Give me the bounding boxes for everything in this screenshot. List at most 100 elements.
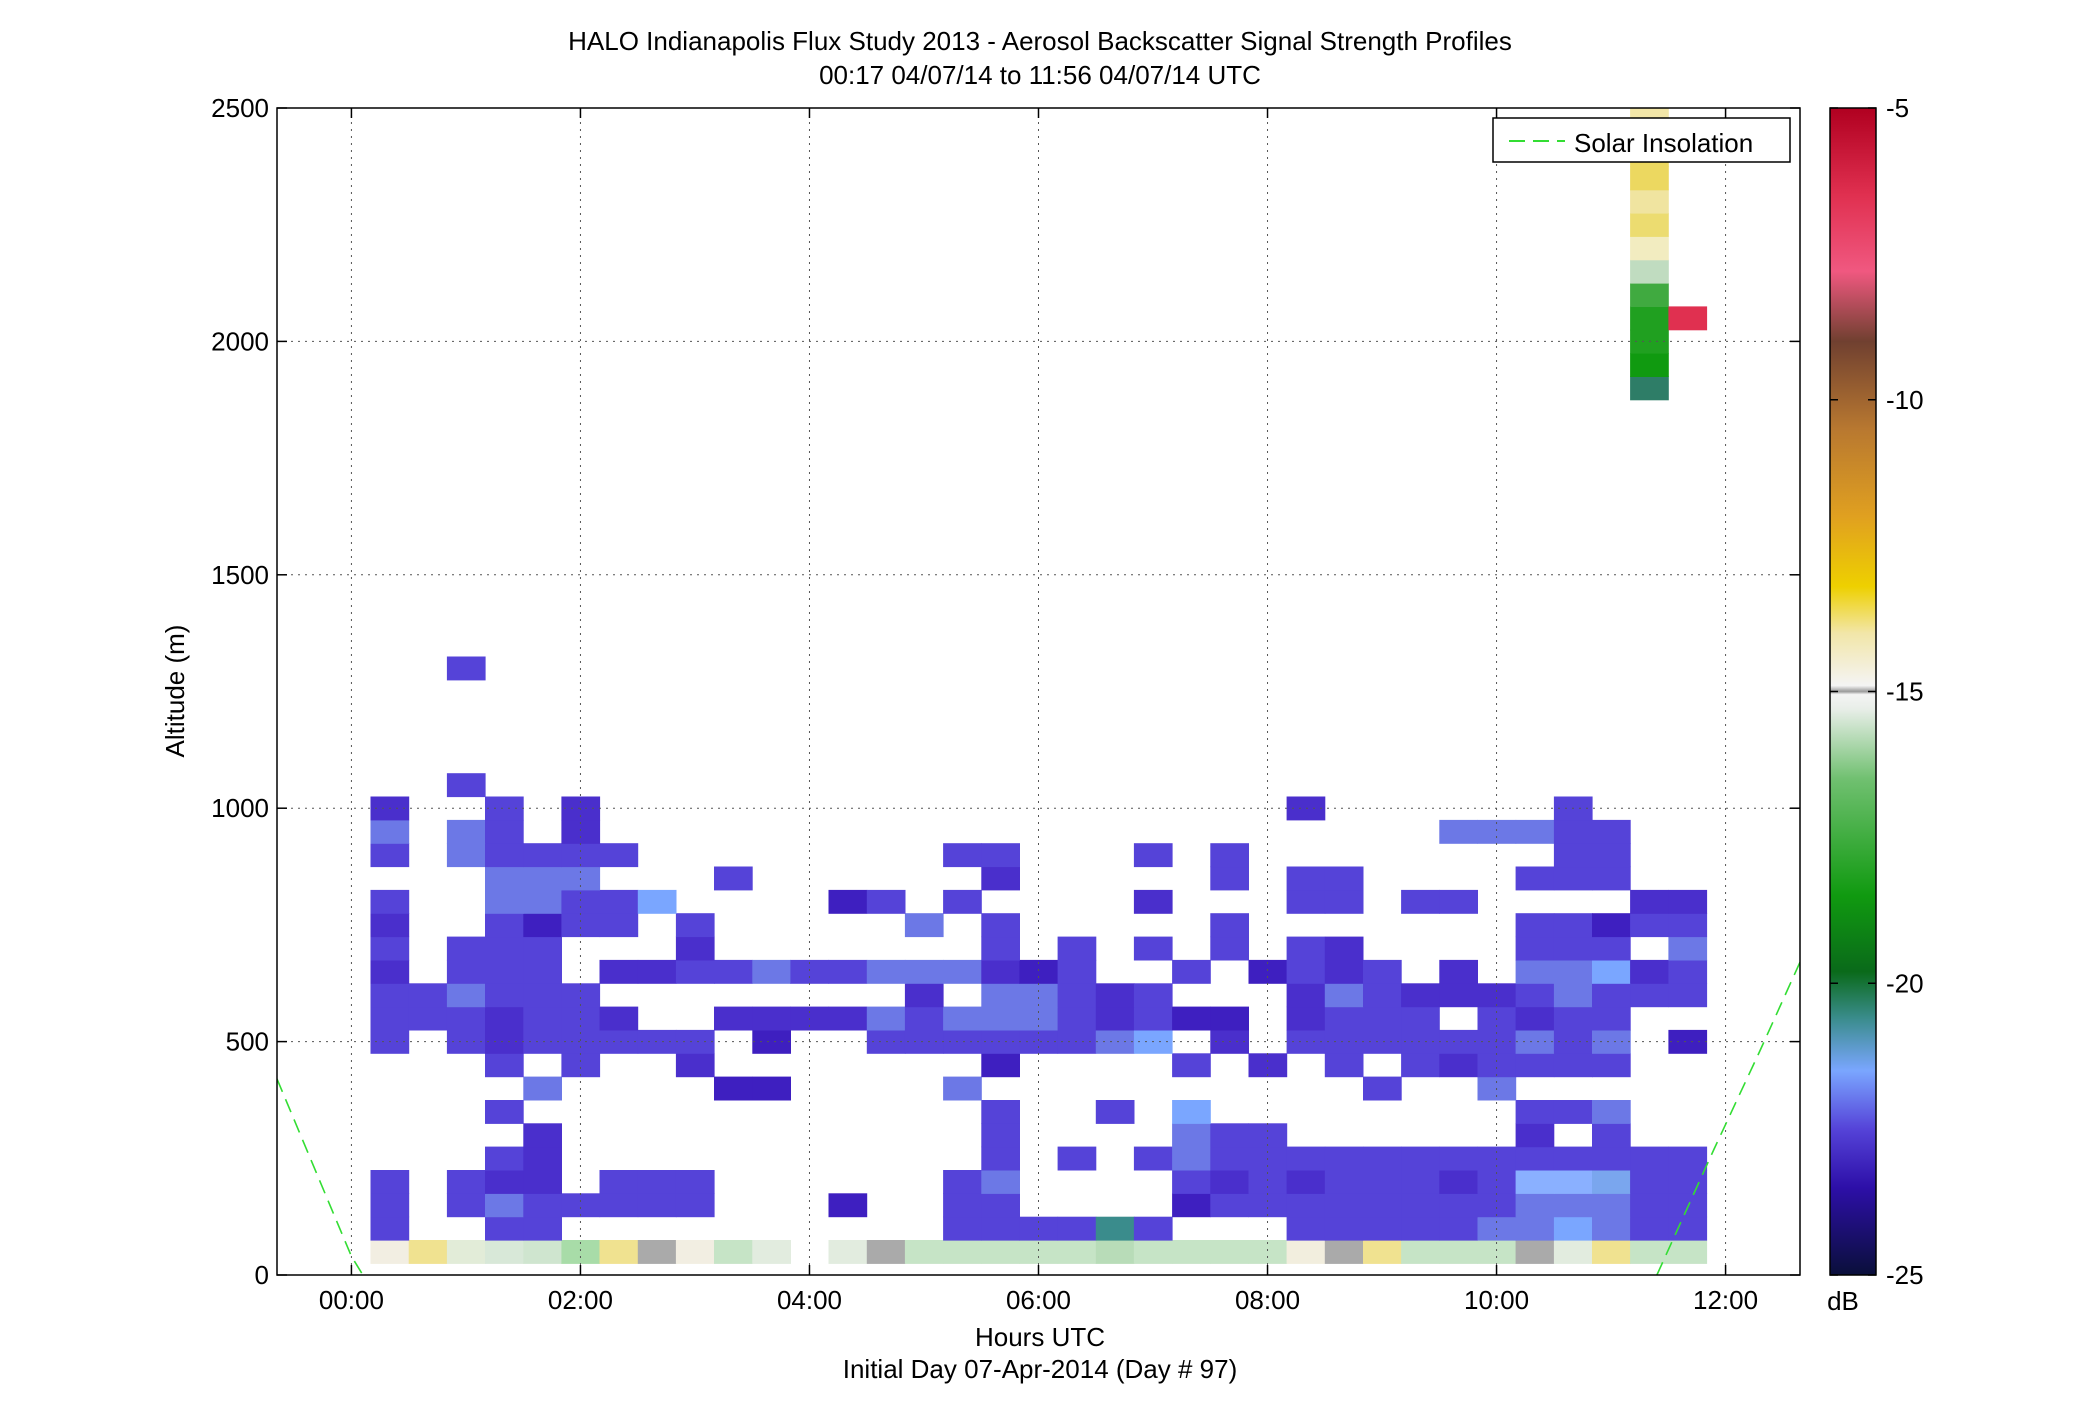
heatmap-cell <box>561 819 601 844</box>
heatmap-cell <box>446 1006 486 1031</box>
heatmap-cell <box>1324 1216 1364 1241</box>
heatmap-cell <box>1439 1029 1478 1054</box>
heatmap-cell <box>981 866 1020 891</box>
heatmap-cell <box>752 1076 791 1101</box>
heatmap-cell <box>1401 1216 1440 1241</box>
heatmap-cell <box>981 1029 1020 1054</box>
heatmap-cell <box>370 1170 410 1194</box>
heatmap-cell <box>981 1006 1020 1031</box>
heatmap-cell <box>370 983 410 1008</box>
heatmap-cell <box>828 959 868 984</box>
heatmap-cell <box>1324 959 1364 984</box>
heatmap-cell <box>1630 50 1669 74</box>
heatmap-cell <box>1668 306 1708 331</box>
heatmap-cell <box>1515 1006 1555 1031</box>
heatmap-cell <box>561 889 601 914</box>
heatmap-cell <box>1019 959 1059 984</box>
heatmap-cell <box>1630 73 1669 97</box>
heatmap-cell <box>370 843 410 868</box>
heatmap-cell <box>637 1029 677 1054</box>
heatmap-cell <box>1592 819 1631 844</box>
heatmap-cell <box>981 959 1020 984</box>
heatmap-cell <box>561 913 601 938</box>
heatmap-cell <box>523 1193 562 1218</box>
heatmap-cell <box>1095 1240 1135 1264</box>
heatmap-cell <box>1248 1193 1288 1218</box>
heatmap-cell <box>1592 1029 1631 1054</box>
heatmap-cell <box>1172 1123 1211 1148</box>
heatmap-cell <box>943 1170 982 1194</box>
heatmap-cell <box>1057 959 1097 984</box>
heatmap-cell <box>1515 1193 1555 1218</box>
heatmap-cell <box>523 983 562 1008</box>
heatmap-cell <box>981 936 1020 961</box>
heatmap-cell <box>637 889 677 914</box>
heatmap-cell <box>1210 1240 1249 1264</box>
heatmap-cell <box>485 1193 524 1218</box>
heatmap-cell <box>485 1053 524 1078</box>
heatmap-cell <box>675 1029 715 1054</box>
heatmap-cell <box>1592 866 1631 891</box>
heatmap-cell <box>714 959 753 984</box>
colorbar-tick-label: -5 <box>1886 93 1909 123</box>
heatmap-cell <box>675 1193 715 1218</box>
heatmap-cell <box>1553 1170 1593 1194</box>
x-tick-label: 12:00 <box>1693 1285 1758 1315</box>
heatmap-cell <box>1363 1076 1402 1101</box>
heatmap-cell <box>523 913 562 938</box>
heatmap-cell <box>828 1193 868 1218</box>
x-tick-label: 06:00 <box>1006 1285 1071 1315</box>
heatmap-cell <box>1019 983 1059 1008</box>
heatmap-cell <box>1248 959 1288 984</box>
heatmap-cell <box>485 866 524 891</box>
heatmap-cell <box>714 1240 753 1264</box>
heatmap-cell <box>1630 1240 1669 1264</box>
y-tick-label: 2000 <box>211 326 269 356</box>
heatmap-cell <box>1630 283 1669 307</box>
heatmap-cell <box>1592 983 1631 1008</box>
heatmap-cell <box>1630 306 1669 331</box>
heatmap-cell <box>1248 1240 1288 1264</box>
heatmap-cell <box>1172 1146 1211 1171</box>
heatmap-cell <box>1477 1170 1517 1194</box>
heatmap-cell <box>1210 1123 1249 1148</box>
heatmap-cell <box>1592 1100 1631 1124</box>
heatmap-cell <box>1133 1006 1173 1031</box>
heatmap-cell <box>1515 1216 1555 1241</box>
heatmap-cell <box>1630 1216 1669 1241</box>
heatmap-cell <box>1439 1240 1478 1264</box>
heatmap-cell <box>1095 1006 1135 1031</box>
heatmap-cell <box>1592 1216 1631 1241</box>
heatmap-cell <box>637 1170 677 1194</box>
heatmap-cell <box>485 819 524 844</box>
heatmap-cell <box>1363 1170 1402 1194</box>
heatmap-cells <box>370 50 1708 1264</box>
heatmap-cell <box>1553 1240 1593 1264</box>
heatmap-cell <box>1210 843 1249 868</box>
heatmap-cell <box>523 1170 562 1194</box>
chart-subtitle: 00:17 04/07/14 to 11:56 04/07/14 UTC <box>819 60 1261 90</box>
heatmap-cell <box>1172 1193 1211 1218</box>
heatmap-cell <box>904 1029 944 1054</box>
heatmap-cell <box>1363 959 1402 984</box>
heatmap-cell <box>1401 1029 1440 1054</box>
heatmap-cell <box>1210 1006 1249 1031</box>
heatmap-cell <box>1668 889 1708 914</box>
heatmap-cell <box>981 983 1020 1008</box>
heatmap-cell <box>408 1006 448 1031</box>
heatmap-cell <box>866 1240 906 1264</box>
heatmap-cell <box>1286 959 1326 984</box>
heatmap-cell <box>370 1240 410 1264</box>
heatmap-cell <box>1439 983 1478 1008</box>
heatmap-cell <box>523 866 562 891</box>
heatmap-cell <box>981 1100 1020 1124</box>
legend-label: Solar Insolation <box>1574 128 1753 158</box>
heatmap-cell <box>370 889 410 914</box>
heatmap-cell <box>1553 936 1593 961</box>
heatmap-cell <box>1553 1193 1593 1218</box>
heatmap-cell <box>1210 936 1249 961</box>
heatmap-cell <box>1172 1170 1211 1194</box>
heatmap-cell <box>485 983 524 1008</box>
heatmap-cell <box>675 913 715 938</box>
heatmap-cell <box>1210 1170 1249 1194</box>
